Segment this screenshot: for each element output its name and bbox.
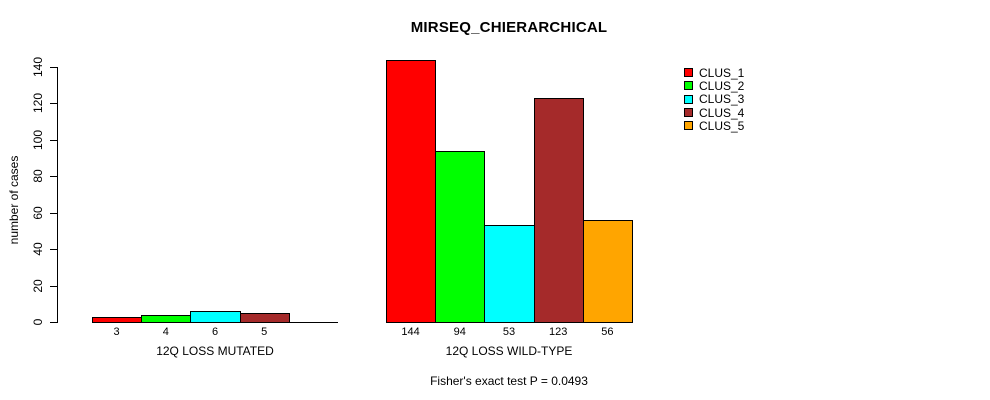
group-label-12q-loss-wild-type: 12Q LOSS WILD-TYPE xyxy=(445,344,573,358)
legend-item-clus_3: CLUS_3 xyxy=(684,93,744,106)
y-axis-tick xyxy=(50,103,57,105)
legend-color-swatch xyxy=(684,108,693,118)
y-axis-tick-label: 80 xyxy=(31,169,45,183)
bar-clus_4 xyxy=(533,97,584,323)
legend-item-clus_5: CLUS_5 xyxy=(684,119,744,132)
bar-value-label: 6 xyxy=(211,326,219,338)
y-axis-tick xyxy=(50,67,57,68)
bar-value-label: 123 xyxy=(549,326,568,338)
bar-value-label: 5 xyxy=(261,326,268,338)
legend-color-swatch xyxy=(684,94,693,104)
bar-value-label: 3 xyxy=(113,326,120,338)
legend-color-swatch xyxy=(684,81,693,91)
bar-value-label: 56 xyxy=(601,326,614,338)
y-axis-tick xyxy=(50,176,57,178)
bar-value-label: 94 xyxy=(453,326,466,338)
fisher-test-annotation: Fisher's exact test P = 0.0493 xyxy=(430,374,588,388)
y-axis-tick-label: 140 xyxy=(31,56,45,78)
legend-item-label: CLUS_1 xyxy=(699,65,745,80)
bar-clus_2 xyxy=(435,150,486,323)
bar-clus_3 xyxy=(484,225,535,323)
legend-item-label: CLUS_2 xyxy=(699,78,745,93)
bar-clus_1 xyxy=(386,59,437,323)
legend-item-clus_4: CLUS_4 xyxy=(684,106,744,119)
y-axis-tick-label: 20 xyxy=(31,278,45,293)
y-axis-label: number of cases xyxy=(7,155,21,245)
bar-value-label: 53 xyxy=(502,326,516,338)
bar-clus_1 xyxy=(92,316,143,323)
group-label-12q-loss-mutated: 12Q LOSS MUTATED xyxy=(156,344,274,358)
bar-clus_2 xyxy=(141,314,192,323)
bar-value-label: 144 xyxy=(401,326,420,338)
y-axis-line xyxy=(57,67,58,323)
y-axis-tick-label: 60 xyxy=(31,206,45,220)
y-axis-tick xyxy=(50,249,57,251)
legend-item-clus_2: CLUS_2 xyxy=(684,79,744,92)
bar-clus_3 xyxy=(190,311,241,323)
legend-item-label: CLUS_5 xyxy=(699,118,745,133)
legend-item-clus_1: CLUS_1 xyxy=(684,66,744,79)
y-axis-tick xyxy=(50,139,57,141)
legend: CLUS_1 CLUS_2 CLUS_3 CLUS_4 CLUS_5 xyxy=(684,66,744,132)
y-axis-tick-label: 120 xyxy=(31,93,45,114)
y-axis-tick xyxy=(50,322,57,323)
bar-clus_4 xyxy=(239,312,290,323)
legend-color-swatch xyxy=(684,121,693,131)
y-axis-tick xyxy=(50,285,57,287)
y-axis-tick-label: 40 xyxy=(31,242,45,256)
legend-color-swatch xyxy=(684,68,693,78)
bar-clus_5 xyxy=(582,220,633,323)
y-axis-tick-label: 100 xyxy=(31,129,45,150)
y-axis-tick xyxy=(50,212,57,214)
chart-title: MIRSEQ_CHIERARCHICAL xyxy=(410,19,608,36)
y-axis-tick-label: 0 xyxy=(31,318,45,326)
legend-item-label: CLUS_3 xyxy=(699,92,745,107)
legend-item-label: CLUS_4 xyxy=(699,105,745,120)
bar-value-label: 4 xyxy=(162,326,169,338)
